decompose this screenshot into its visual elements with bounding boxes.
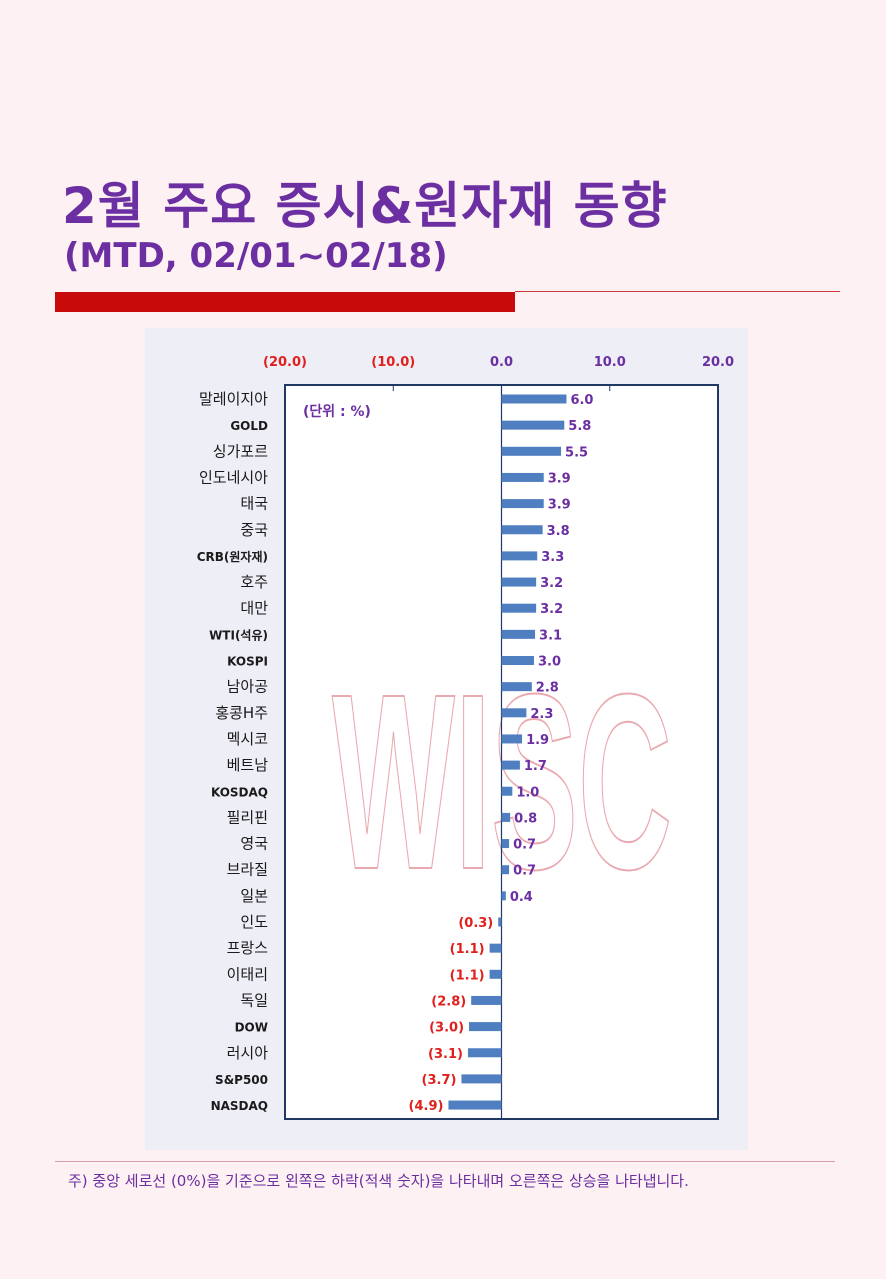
bar [471,995,502,1005]
data-label: 0.7 [513,864,536,879]
data-label: 1.9 [526,733,549,748]
bar [469,1022,502,1032]
category-label: 프랑스 [227,939,269,957]
category-label: 인도 [240,913,268,931]
x-tick-label: 10.0 [594,355,626,370]
bar [501,603,537,613]
data-label: 1.7 [524,759,547,774]
category-label: S&P500 [215,1073,268,1087]
data-label: 5.5 [565,445,588,460]
category-label: 브라질 [227,861,268,879]
bar [501,551,538,561]
category-label: 인도네시아 [199,468,268,486]
bar [501,891,506,901]
bar [501,499,544,509]
category-label: NASDAQ [211,1099,268,1113]
bar [501,472,544,482]
data-label: 5.8 [568,419,591,434]
category-label: 싱가포르 [213,442,268,460]
data-label: 6.0 [570,393,593,408]
bar [498,917,502,927]
category-label: 대만 [240,599,268,617]
category-label: 홍콩H주 [215,704,268,722]
bar [501,656,534,665]
data-label: 2.3 [530,707,553,722]
data-label: 3.9 [548,471,571,486]
bar [501,577,537,587]
data-label: 3.0 [538,655,561,670]
data-label: (1.1) [450,968,485,983]
accent-bar [55,292,515,312]
data-label: 3.2 [540,602,563,617]
data-label: 3.3 [541,550,564,565]
data-label: 0.4 [510,890,533,905]
category-label: WTI(석유) [209,628,268,642]
bar [448,1100,502,1110]
bar [489,969,502,979]
bar [501,446,562,456]
data-label: (4.9) [409,1099,444,1114]
category-label: KOSPI [227,655,268,669]
category-label: CRB(원자재) [197,549,268,564]
data-label: 0.8 [514,811,537,826]
data-label: 0.7 [513,838,536,853]
data-label: 3.9 [548,498,571,513]
category-label: 독일 [240,991,268,1009]
category-label: GOLD [230,419,268,433]
data-label: (3.7) [422,1073,457,1088]
data-label: 1.0 [516,785,539,800]
footer-divider [55,1161,835,1162]
category-label: 러시아 [227,1044,269,1062]
data-label: 3.1 [539,628,562,643]
x-tick-label: (20.0) [263,355,307,370]
data-label: (1.1) [450,942,485,957]
bar [501,525,543,535]
category-label: 호주 [240,573,268,591]
bar [501,734,523,744]
category-label: 말레이지아 [199,390,268,408]
bar [501,760,520,770]
data-label: (3.1) [428,1047,463,1062]
bar [489,943,502,953]
category-label: DOW [235,1021,268,1035]
bar [501,839,510,849]
x-tick-label: (10.0) [371,355,415,370]
bar [501,394,567,404]
data-label: (3.0) [429,1021,464,1036]
category-label: 일본 [240,887,268,905]
bar-chart: WISC(20.0) (10.0) 0.0 10.0 20.0(단위 : %)말레이지아… [197,355,734,1120]
category-label: 필리핀 [227,808,268,826]
x-tick-label: 0.0 [490,355,513,370]
data-label: 3.2 [540,576,563,591]
bar [501,708,527,718]
bar [501,682,532,692]
category-label: 멕시코 [227,730,268,748]
footnote: 주) 중앙 세로선 (0%)을 기준으로 왼쪽은 하락(적색 숫자)을 나타내며… [68,1172,689,1190]
page-title: 2월 주요 증시&원자재 동향 [62,177,668,235]
category-label: 태국 [240,495,268,513]
accent-line [515,291,840,292]
data-label: 3.8 [547,524,570,539]
x-tick-label: 20.0 [702,355,734,370]
bar [467,1048,502,1058]
category-label: 남아공 [227,678,268,696]
bar [461,1074,502,1084]
bar [501,420,565,430]
bar [501,812,511,822]
category-label: 이태리 [227,965,268,983]
data-label: 2.8 [536,681,559,696]
bar [501,865,510,875]
bar [501,786,513,796]
category-label: 중국 [240,521,268,539]
category-label: 베트남 [227,756,269,774]
unit-label: (단위 : %) [303,403,371,420]
data-label: (0.3) [458,916,493,931]
data-label: (2.8) [431,994,466,1009]
category-label: KOSDAQ [211,785,268,799]
bar [501,629,536,639]
category-label: 영국 [240,835,268,853]
page-subtitle: (MTD, 02/01~02/18) [64,236,448,276]
